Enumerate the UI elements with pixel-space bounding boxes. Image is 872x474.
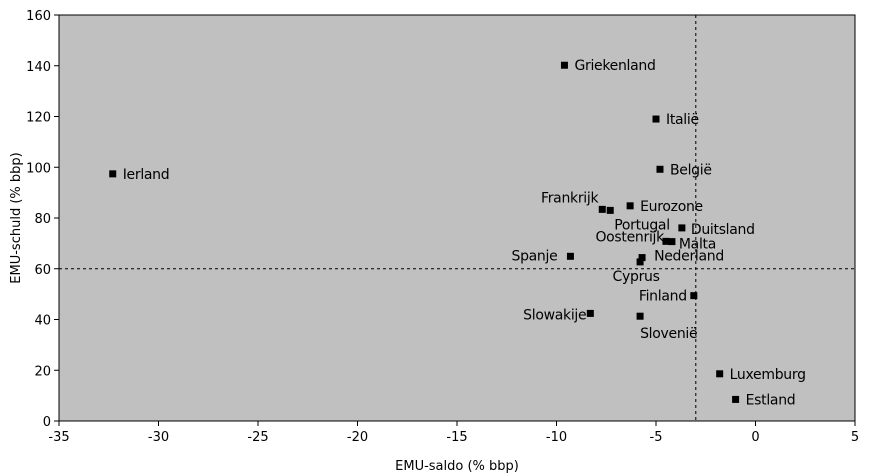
y-axis-title: EMU-schuld (% bbp) bbox=[9, 152, 24, 283]
data-point bbox=[662, 237, 670, 245]
y-tick-label: 80 bbox=[34, 212, 51, 227]
x-tick-label: -20 bbox=[347, 430, 368, 445]
y-tick-label: 40 bbox=[34, 314, 51, 329]
data-point bbox=[586, 309, 594, 317]
x-tick-label: -30 bbox=[148, 430, 169, 445]
data-point-label: Eurozone bbox=[640, 199, 703, 215]
y-tick-label: 100 bbox=[26, 161, 51, 176]
data-point bbox=[636, 258, 644, 266]
data-point bbox=[716, 370, 724, 378]
data-point bbox=[652, 115, 660, 123]
data-point-label: Slovenië bbox=[640, 326, 697, 342]
data-point bbox=[606, 206, 614, 214]
y-tick-label: 60 bbox=[34, 263, 51, 278]
data-point bbox=[690, 292, 698, 300]
x-tick-label: -10 bbox=[546, 430, 567, 445]
data-point bbox=[668, 238, 676, 246]
data-point bbox=[678, 224, 686, 232]
data-point bbox=[560, 61, 568, 69]
x-tick-label: -15 bbox=[446, 430, 467, 445]
data-point-label: Ierland bbox=[123, 167, 170, 183]
y-tick-label: 20 bbox=[34, 364, 51, 379]
data-point-label: Malta bbox=[679, 237, 716, 253]
x-tick-label: 0 bbox=[751, 430, 759, 445]
x-tick-label: -25 bbox=[247, 430, 268, 445]
data-point-label: België bbox=[670, 162, 712, 178]
data-point-label: Nederland bbox=[654, 249, 724, 265]
data-point-label: Slowakije bbox=[523, 307, 586, 323]
data-point-label: Luxemburg bbox=[730, 367, 806, 383]
data-point bbox=[109, 170, 117, 178]
data-point bbox=[626, 202, 634, 210]
plot-area bbox=[58, 14, 856, 422]
data-point bbox=[656, 165, 664, 173]
y-tick-label: 120 bbox=[26, 111, 51, 126]
data-point-label: Duitsland bbox=[691, 222, 755, 238]
x-tick-label: -5 bbox=[650, 430, 663, 445]
data-point bbox=[566, 252, 574, 260]
data-point bbox=[638, 254, 646, 262]
data-point-label: Cyprus bbox=[613, 269, 660, 285]
data-point-label: Frankrijk bbox=[541, 190, 599, 206]
data-point-label: Griekenland bbox=[574, 58, 655, 74]
data-point-label: Estland bbox=[746, 392, 796, 408]
data-point-label: Oostenrijk bbox=[595, 229, 665, 245]
data-point bbox=[636, 312, 644, 320]
data-point bbox=[598, 205, 606, 213]
x-tick-label: -35 bbox=[48, 430, 69, 445]
x-axis-title: EMU-saldo (% bbp) bbox=[395, 459, 519, 474]
y-tick-label: 160 bbox=[26, 9, 51, 24]
y-tick-label: 140 bbox=[26, 60, 51, 75]
data-point-label: Finland bbox=[639, 289, 687, 305]
data-point bbox=[732, 395, 740, 403]
data-point-label: Spanje bbox=[511, 248, 557, 264]
y-tick-label: 0 bbox=[43, 415, 51, 430]
x-tick-label: 5 bbox=[851, 430, 859, 445]
data-point-label: Portugal bbox=[614, 217, 670, 233]
data-point-label: Italië bbox=[666, 112, 699, 128]
